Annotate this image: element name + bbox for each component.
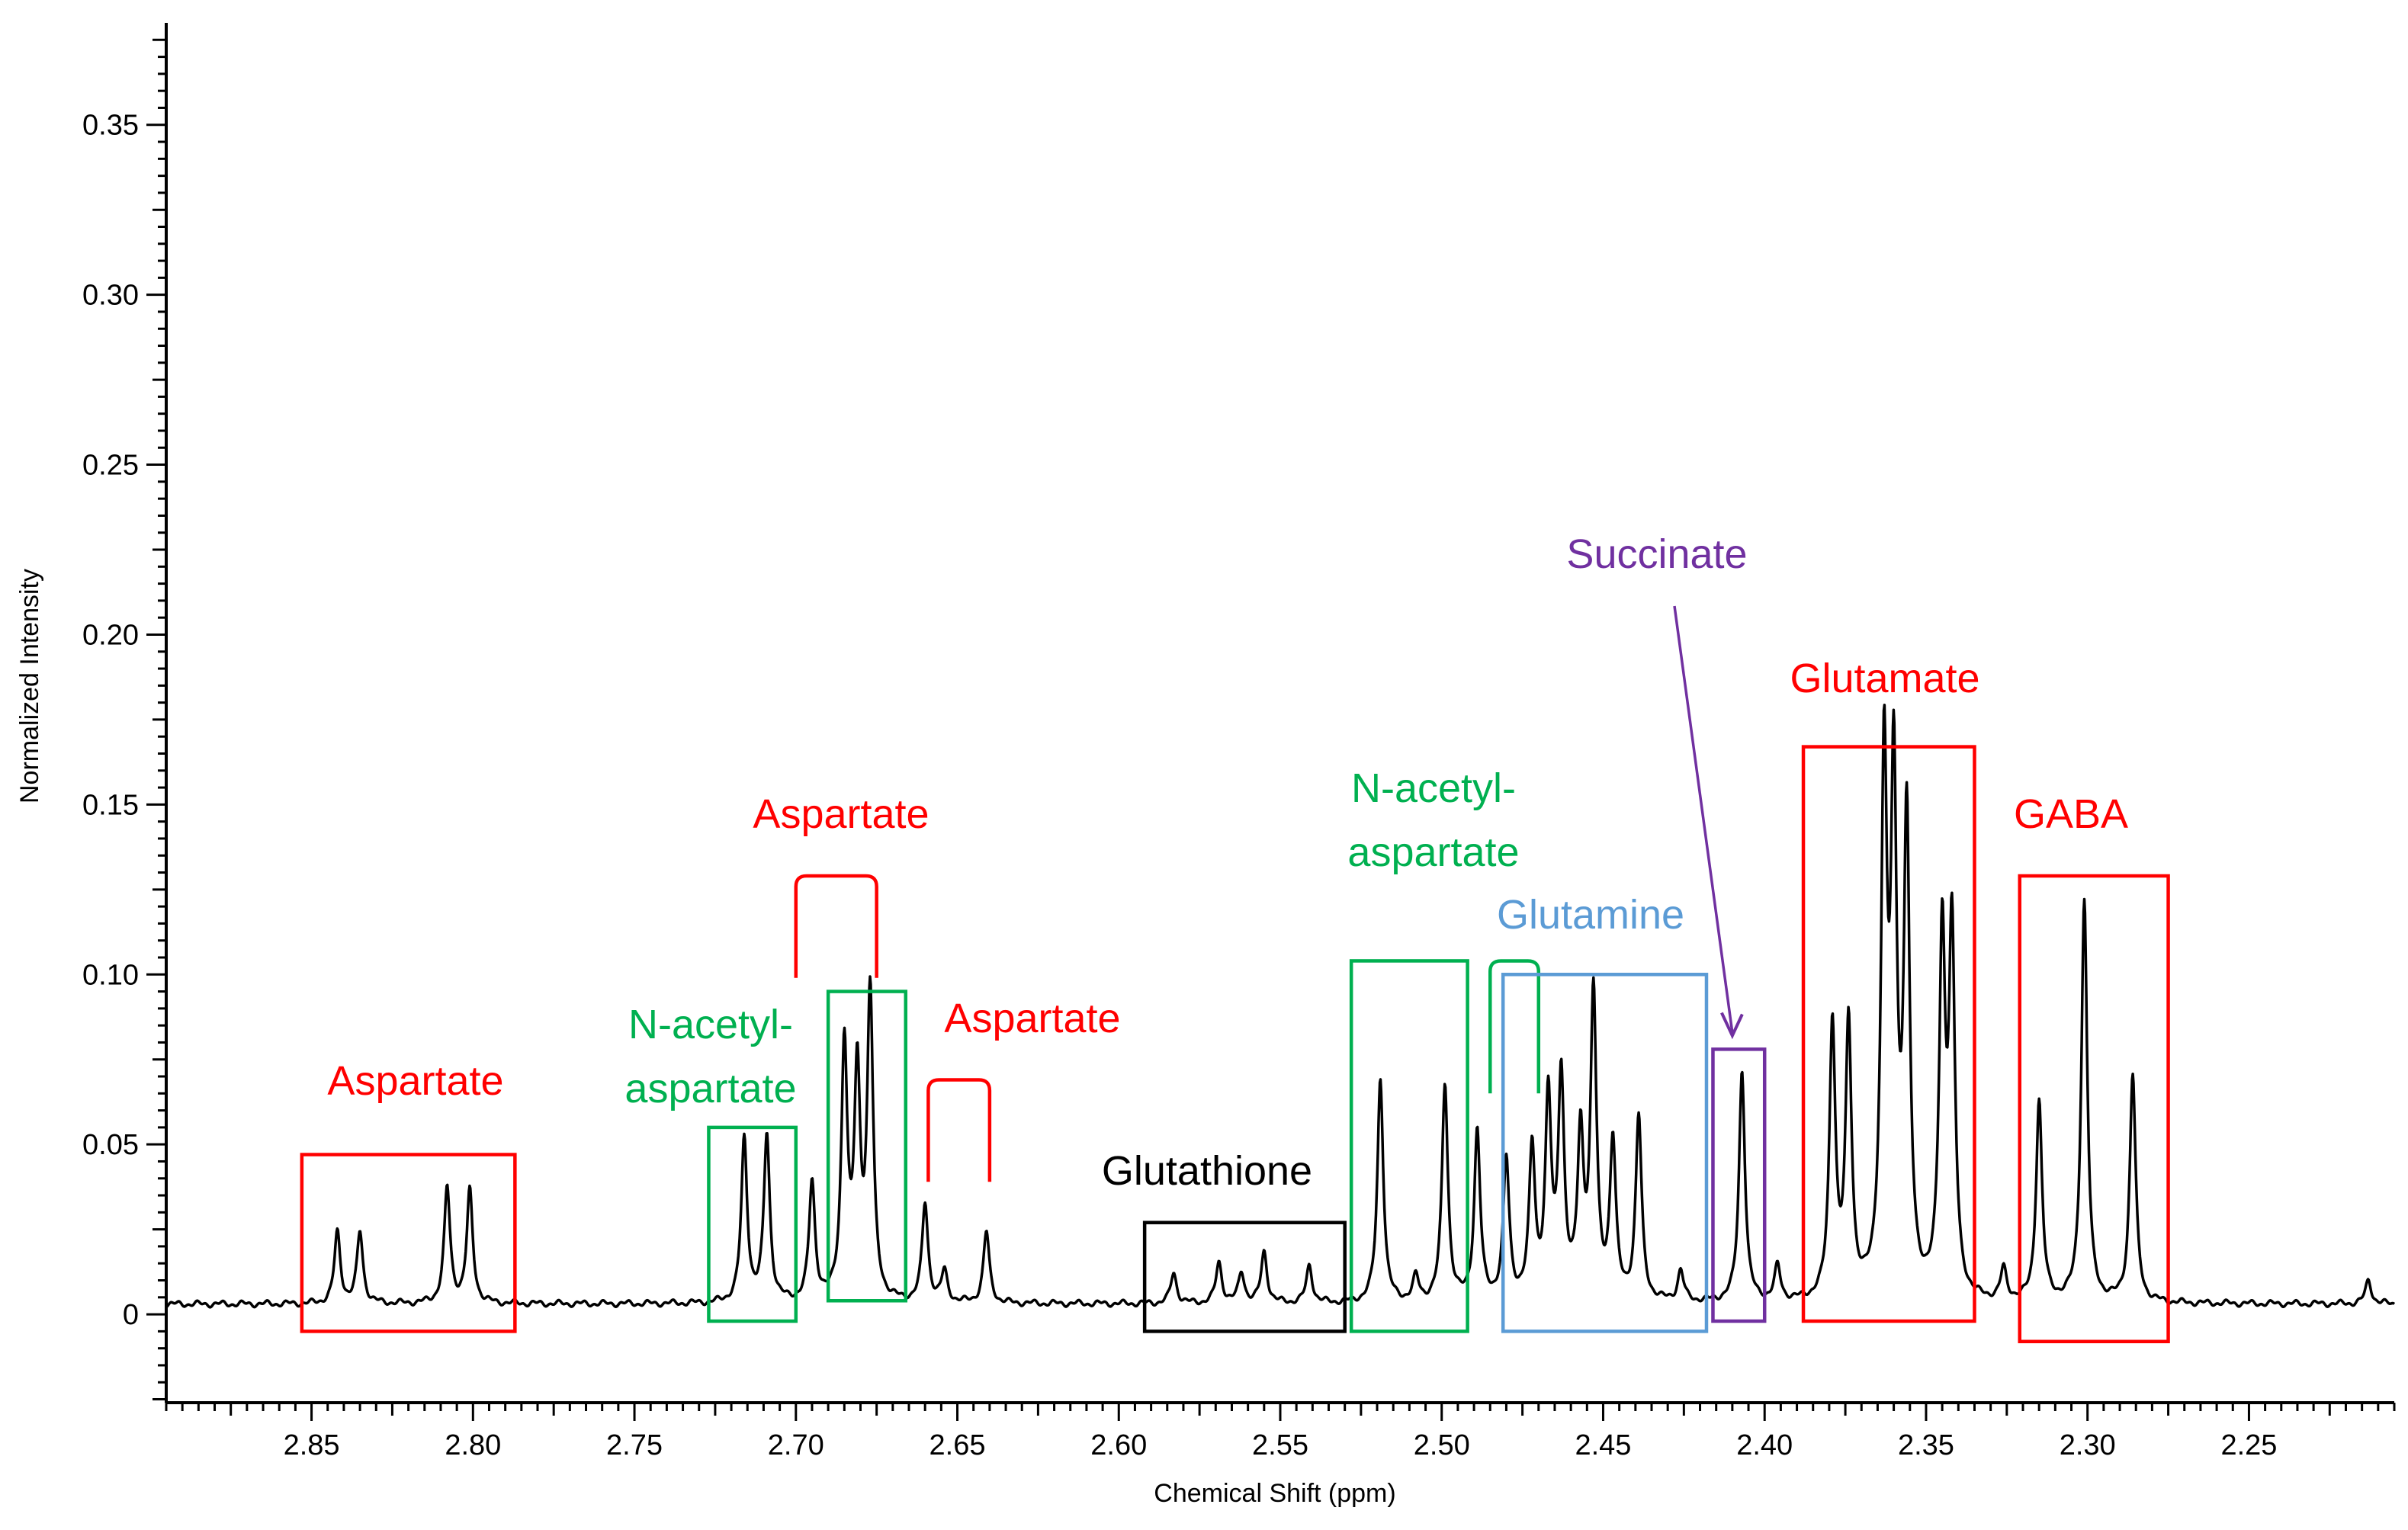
y-tick-label: 0.15 (82, 789, 139, 821)
annotation-box (1142, 1220, 1347, 1333)
x-tick-label: 2.45 (1575, 1429, 1631, 1461)
x-tick-label: 2.55 (1252, 1429, 1308, 1461)
axes: 0 0.05 0.10 0.15 0.20 0.25 0.30 0.35 2.85 2.80 2.7… (82, 23, 2396, 1461)
annotation-box (1349, 959, 1469, 1333)
annotation-label: GABA (2014, 791, 2128, 837)
spectrum-line (165, 704, 2396, 1309)
y-tick-label: 0 (123, 1299, 139, 1331)
y-tick-label: 0.05 (82, 1129, 139, 1161)
annotation-box (2018, 874, 2170, 1344)
annotation-bracket (926, 1078, 992, 1182)
spectrum (165, 704, 2396, 1309)
annotation-bracket (794, 874, 878, 978)
x-tick-label: 2.70 (768, 1429, 824, 1461)
succinate-arrow-line (1673, 605, 1734, 1033)
annotation-label: N-acetyl- (1351, 765, 1516, 811)
y-axis-title: Normalized Intensity (15, 569, 44, 803)
annotation-box (1501, 973, 1709, 1333)
x-tick-label: 2.25 (2220, 1429, 2277, 1461)
annotation-label: Aspartate (327, 1058, 503, 1104)
annotation-label: Glutamate (1790, 656, 1979, 701)
annotation-box (300, 1153, 517, 1333)
annotation-label: Aspartate (944, 996, 1120, 1041)
annotation-label: Glutamine (1497, 892, 1684, 938)
annotation-label: N-acetyl- (628, 1002, 793, 1047)
annotation-box (1711, 1047, 1767, 1323)
y-tick-label: 0.10 (82, 959, 139, 991)
y-tick-label: 0.25 (82, 450, 139, 482)
x-tick-label: 2.35 (1898, 1429, 1954, 1461)
annotation-label: aspartate (624, 1066, 796, 1111)
annotation-label: Succinate (1566, 531, 1747, 577)
annotation-box (707, 1125, 798, 1323)
x-tick-label: 2.60 (1090, 1429, 1147, 1461)
succinate-arrow-head (1720, 1012, 1744, 1040)
x-tick-label: 2.50 (1414, 1429, 1470, 1461)
x-tick-label: 2.30 (2060, 1429, 2116, 1461)
x-tick-label: 2.85 (284, 1429, 340, 1461)
annotation-label: Glutathione (1102, 1148, 1312, 1194)
x-axis-title: Chemical Shift (ppm) (1154, 1479, 1395, 1508)
annotations: Aspartate N-acetyl-aspartate Aspartate Aspa… (300, 531, 2170, 1344)
y-tick-label: 0.20 (82, 619, 139, 651)
y-tick-label: 0.35 (82, 110, 139, 142)
annotation-box (1801, 745, 1976, 1323)
x-tick-label: 2.75 (606, 1429, 663, 1461)
x-tick-label: 2.65 (929, 1429, 986, 1461)
y-tick-label: 0.30 (82, 280, 139, 312)
x-tick-label: 2.40 (1736, 1429, 1793, 1461)
annotation-label: aspartate (1347, 829, 1519, 875)
annotation-label: Aspartate (753, 791, 929, 837)
annotation-bracket (1488, 959, 1541, 1094)
x-tick-label: 2.80 (445, 1429, 501, 1461)
annotation-box (826, 990, 908, 1303)
